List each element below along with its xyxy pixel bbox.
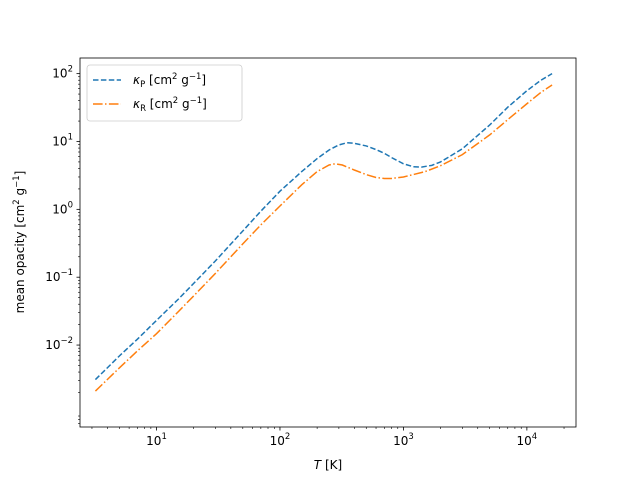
legend-kappa-r-sub: R — [140, 104, 146, 114]
x-tick-label: 101 — [146, 432, 167, 448]
legend-kappa-p-symbol: κ — [133, 73, 141, 87]
legend-kappa-r-unit-sup2: −1 — [190, 96, 203, 106]
x-axis-label-unit: [K] — [321, 458, 342, 472]
legend-label-kappa-p: κP [cm2 g−1] — [133, 72, 206, 90]
legend-label-kappa-r: κR [cm2 g−1] — [133, 96, 207, 114]
y-axis-label-mid: g — [13, 188, 27, 199]
legend-kappa-p-unit-b: g — [177, 73, 188, 87]
x-tick-label: 104 — [517, 432, 538, 448]
y-tick-label: 100 — [52, 200, 73, 216]
y-axis-label-sup2: −1 — [12, 175, 22, 188]
legend: κP [cm2 g−1] κR [cm2 g−1] — [86, 64, 243, 122]
legend-kappa-r-unit-sup1: 2 — [173, 96, 178, 106]
y-axis-label: mean opacity [cm2 g−1] — [12, 171, 27, 314]
legend-kappa-p-unit-sup1: 2 — [172, 72, 177, 82]
y-tick-label: 102 — [52, 65, 73, 81]
y-tick-label: 10−1 — [45, 268, 73, 284]
y-tick-label: 10−2 — [45, 336, 73, 352]
legend-kappa-r-symbol: κ — [133, 97, 141, 111]
tick-layer: 101 102 103 104 10−2 10−1 100 101 102 — [45, 65, 565, 448]
x-axis-label: T [K] — [314, 458, 342, 472]
legend-kappa-r-unit-b: g — [178, 97, 189, 111]
legend-kappa-r-unit-c: ] — [202, 97, 207, 111]
y-axis-label-main: mean opacity [cm — [13, 205, 27, 314]
x-tick-label: 102 — [270, 432, 291, 448]
x-axis-label-symbol: T — [314, 458, 323, 472]
y-axis-label-end: ] — [13, 171, 27, 176]
series-line-kappa-P — [94, 72, 553, 381]
legend-kappa-p-unit-a: [cm — [145, 73, 172, 87]
y-tick-label: 101 — [52, 132, 73, 148]
plot-frame — [79, 57, 577, 428]
legend-box — [86, 64, 243, 122]
legend-kappa-p-unit-sup2: −1 — [189, 72, 202, 82]
y-axis-label-sup1: 2 — [12, 199, 22, 204]
legend-kappa-p-sub: P — [140, 80, 145, 90]
series-layer — [94, 72, 553, 392]
legend-kappa-p-unit-c: ] — [201, 73, 206, 87]
legend-kappa-r-unit-a: [cm — [146, 97, 173, 111]
series-line-kappa-R — [94, 84, 553, 392]
x-tick-label: 103 — [393, 432, 414, 448]
